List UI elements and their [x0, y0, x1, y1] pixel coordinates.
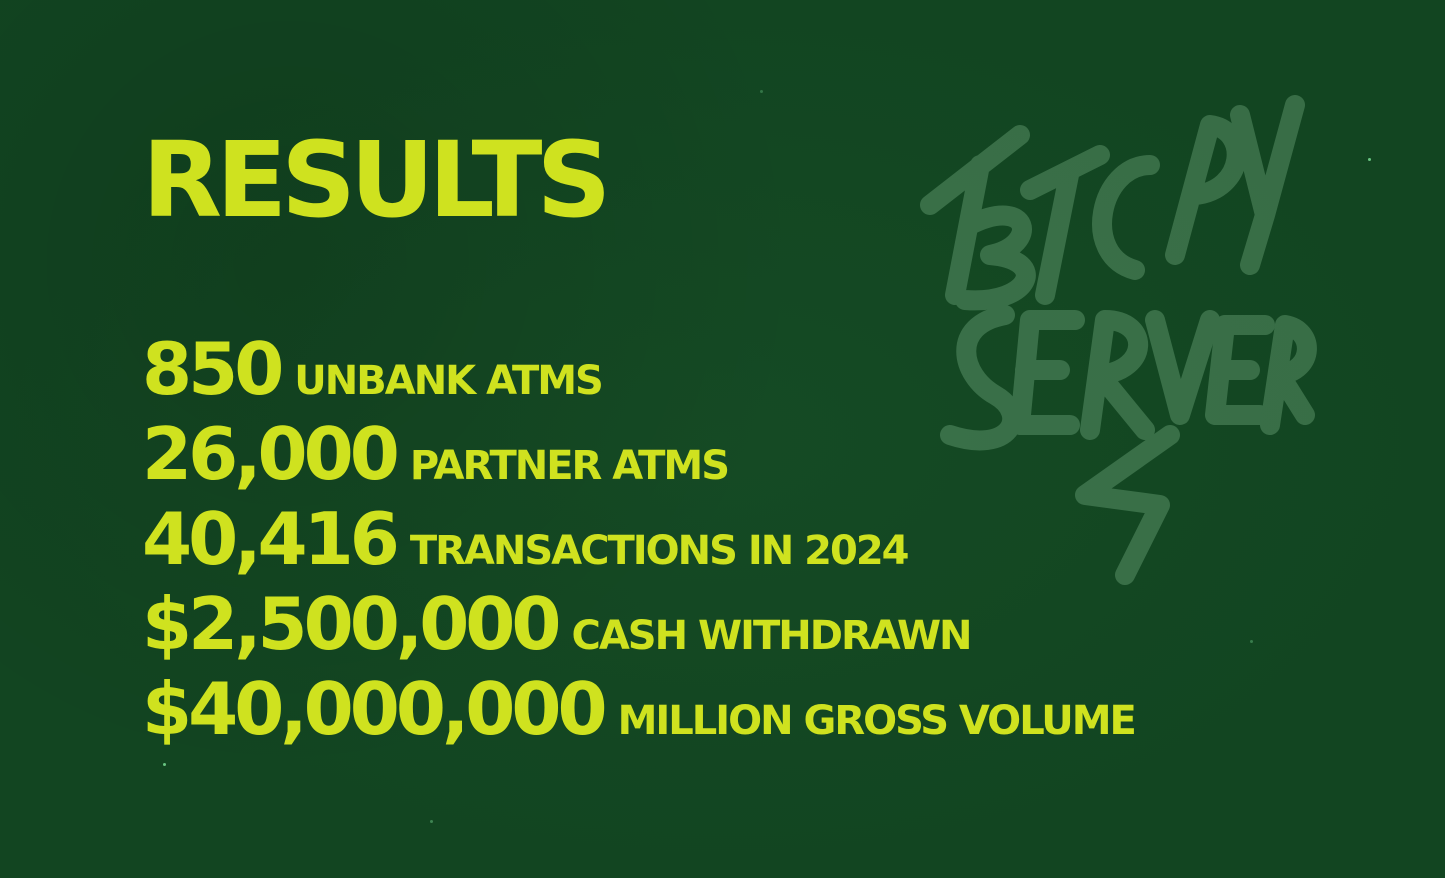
- stat-label: MILLION GROSS VOLUME: [617, 698, 1137, 744]
- stat-value: $2,500,000: [142, 582, 561, 666]
- stats-list: 850 UNBANK ATMS 26,000 PARTNER ATMS 40,4…: [142, 333, 1137, 758]
- stat-value: 26,000: [142, 412, 400, 496]
- stat-label: TRANSACTIONS IN 2024: [409, 528, 910, 574]
- btcpay-server-logo-icon: [920, 95, 1317, 585]
- stat-value: $40,000,000: [142, 667, 608, 751]
- stat-cash-withdrawn: $2,500,000 CASH WITHDRAWN: [142, 588, 1135, 673]
- texture-speck: [760, 90, 763, 93]
- stat-partner-atms: 26,000 PARTNER ATMS: [142, 418, 1135, 503]
- stat-label: PARTNER ATMS: [409, 443, 730, 489]
- texture-speck: [430, 820, 433, 823]
- stat-transactions: 40,416 TRANSACTIONS IN 2024: [142, 503, 1135, 588]
- stat-gross-volume: $40,000,000 MILLION GROSS VOLUME: [142, 667, 1137, 758]
- texture-speck: [163, 763, 166, 766]
- stat-label: CASH WITHDRAWN: [571, 613, 972, 659]
- stat-label: UNBANK ATMS: [294, 358, 604, 404]
- stat-unbank-atms: 850 UNBANK ATMS: [142, 333, 1135, 418]
- texture-speck: [1368, 158, 1371, 161]
- stat-value: 850: [142, 327, 284, 411]
- stat-value: 40,416: [142, 497, 400, 581]
- texture-speck: [1250, 640, 1253, 643]
- page-title: RESULTS: [142, 119, 611, 241]
